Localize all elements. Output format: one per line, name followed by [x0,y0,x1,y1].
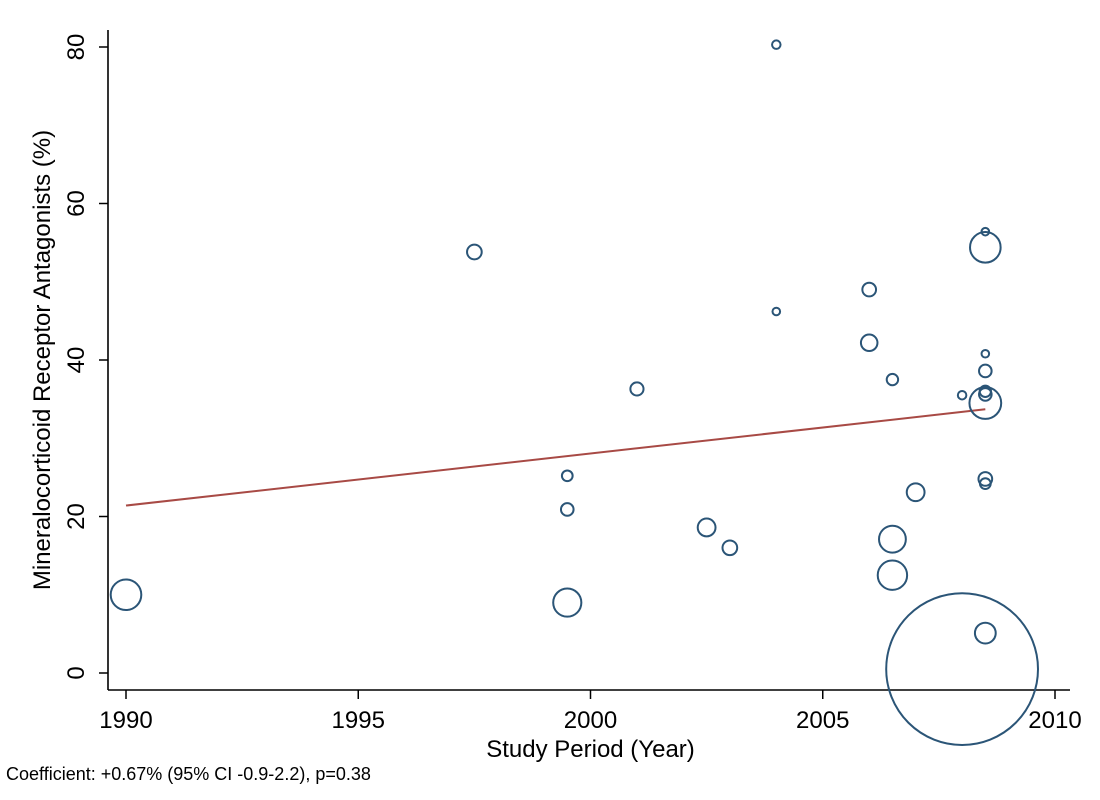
fit-line [125,408,986,507]
data-point [771,39,782,50]
data-point [978,363,993,379]
x-tick-label: 2005 [796,707,849,734]
fit-line-layer [125,408,986,507]
data-point [978,477,992,491]
data-point [466,243,483,261]
data-point [973,621,997,645]
data-point [905,482,926,503]
y-tick-label: 60 [63,190,90,217]
data-point [629,381,645,397]
data-point [876,559,909,591]
x-tick-label: 1995 [332,707,385,734]
data-point [885,592,1039,746]
y-tick-label: 40 [63,347,90,374]
y-tick-label: 20 [63,503,90,530]
data-point [859,333,879,353]
x-tick-label: 1990 [99,707,152,734]
data-point [560,469,574,483]
data-point [109,578,143,612]
data-point [878,524,907,554]
data-point [885,372,900,387]
x-axis-title: Study Period (Year) [486,736,695,763]
data-point [559,502,575,517]
y-ticks: 0 20 40 60 80 [63,34,108,680]
y-axis-title: Mineralocorticoid Receptor Antagonists (… [29,130,56,590]
data-point [552,587,583,618]
y-tick-label: 80 [63,34,90,61]
data-point [771,306,782,317]
axes [107,30,1070,691]
x-tick-label: 2000 [564,707,617,734]
data-point [969,231,1002,264]
data-point [956,389,968,401]
data-point [861,281,878,298]
data-point [968,386,1003,420]
data-point [977,471,994,487]
y-tick-label: 0 [63,666,90,679]
x-ticks: 1990 1995 2000 2005 2010 [99,690,1082,734]
data-point [721,539,739,557]
data-point [696,517,717,538]
points-layer [109,39,1039,746]
x-tick-label: 2010 [1028,707,1081,734]
coefficient-note: Coefficient: +0.67% (95% CI -0.9-2.2), p… [6,764,371,784]
data-point [980,348,991,359]
